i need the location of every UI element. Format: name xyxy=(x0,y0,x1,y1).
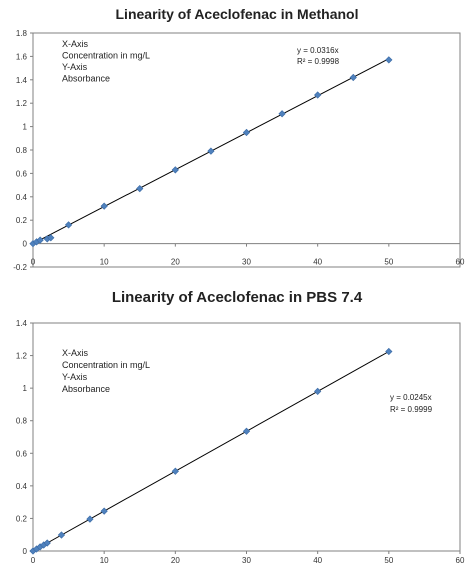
y-tick-label: 1 xyxy=(23,123,28,132)
y-tick-label: 0 xyxy=(23,547,28,556)
y-tick-label: 1.2 xyxy=(16,99,28,108)
chart-plot: 0 0.2 0.4 0.6 0.8 1 1.2 1.4 0 10 20 30 40 50 60 X-Axis C… xyxy=(16,319,465,565)
axis-note-line: X-Axis xyxy=(62,39,89,49)
y-tick-label: 0.6 xyxy=(16,169,28,178)
y-tick-label: 1.4 xyxy=(16,76,28,85)
data-point xyxy=(385,347,393,356)
equation-line: R² = 0.9998 xyxy=(297,57,340,66)
data-point xyxy=(242,427,251,435)
data-point xyxy=(36,236,44,244)
x-tick-label: 10 xyxy=(100,258,109,267)
y-tick-label: 0.4 xyxy=(16,482,28,491)
data-point xyxy=(207,147,215,155)
data-point xyxy=(385,56,393,64)
data-point xyxy=(86,515,94,523)
y-tick-label: 0.2 xyxy=(16,216,28,225)
y-tick-label: 1 xyxy=(23,384,28,393)
y-tick-label: 0.2 xyxy=(16,514,28,523)
x-tick-label: 10 xyxy=(100,556,109,565)
axis-note-line: X-Axis xyxy=(62,348,89,358)
x-tick-label: 60 xyxy=(456,556,465,565)
chart-plot: -0.2 0 0.2 0.4 0.6 0.8 1 1.2 1.4 1.6 1.8 0 10 20 30 40 5… xyxy=(13,29,465,272)
equation-line: R² = 0.9999 xyxy=(390,405,433,414)
y-tick-label: 0.8 xyxy=(16,146,28,155)
y-tick-label: 1.2 xyxy=(16,352,28,361)
x-tick-label: 50 xyxy=(384,258,393,267)
x-tick-label: 50 xyxy=(384,556,393,565)
data-point xyxy=(171,166,179,174)
trendline xyxy=(32,351,390,552)
data-point xyxy=(349,73,357,82)
x-tick-label: 0 xyxy=(31,258,36,267)
data-point xyxy=(136,184,144,193)
equation-line: y = 0.0316x xyxy=(297,46,339,55)
y-tick-label: 0.6 xyxy=(16,449,28,458)
data-point xyxy=(278,110,286,118)
x-tick-label: 60 xyxy=(456,258,465,267)
plot-area-frame xyxy=(32,322,461,552)
chart-title: Linearity of Aceclofenac in Methanol xyxy=(115,6,359,22)
data-point xyxy=(100,507,108,515)
data-point xyxy=(57,531,66,539)
data-point xyxy=(64,221,73,229)
axis-note-line: Y-Axis xyxy=(62,372,88,382)
equation-line: y = 0.0245x xyxy=(390,393,432,402)
chart-panel-pbs: Linearity of Aceclofenac in PBS 7.4 0 0.2… xyxy=(0,288,474,579)
axis-note-line: Concentration in mg/L xyxy=(62,360,150,370)
y-tick-label: 1.8 xyxy=(16,29,28,38)
y-tick-label: -0.2 xyxy=(13,263,27,272)
x-tick-label: 30 xyxy=(242,556,251,565)
y-tick-label: 1.6 xyxy=(16,52,28,61)
x-tick-label: 40 xyxy=(313,556,322,565)
chart-panel-methanol: Linearity of Aceclofenac in Methanol -0.… xyxy=(0,0,474,288)
data-point xyxy=(314,91,322,99)
data-point xyxy=(100,202,108,210)
plot-area-frame xyxy=(32,32,461,268)
y-tick-label: 1.4 xyxy=(16,319,28,328)
y-tick-label: 0.8 xyxy=(16,417,28,426)
axis-note-line: Absorbance xyxy=(62,74,110,84)
data-point xyxy=(47,234,55,242)
axis-note-line: Concentration in mg/L xyxy=(62,51,150,61)
data-point xyxy=(171,467,179,475)
y-tick-label: 0 xyxy=(23,240,28,249)
x-tick-label: 30 xyxy=(242,258,251,267)
x-tick-label: 20 xyxy=(171,258,180,267)
data-point xyxy=(314,387,322,396)
axis-note-line: Absorbance xyxy=(62,384,110,394)
x-tick-label: 0 xyxy=(31,556,36,565)
data-point xyxy=(43,539,51,547)
data-point xyxy=(242,128,251,137)
x-tick-label: 20 xyxy=(171,556,180,565)
y-tick-label: 0.4 xyxy=(16,193,28,202)
x-tick-label: 40 xyxy=(313,258,322,267)
axis-note-line: Y-Axis xyxy=(62,62,88,72)
chart-title: Linearity of Aceclofenac in PBS 7.4 xyxy=(111,289,363,306)
